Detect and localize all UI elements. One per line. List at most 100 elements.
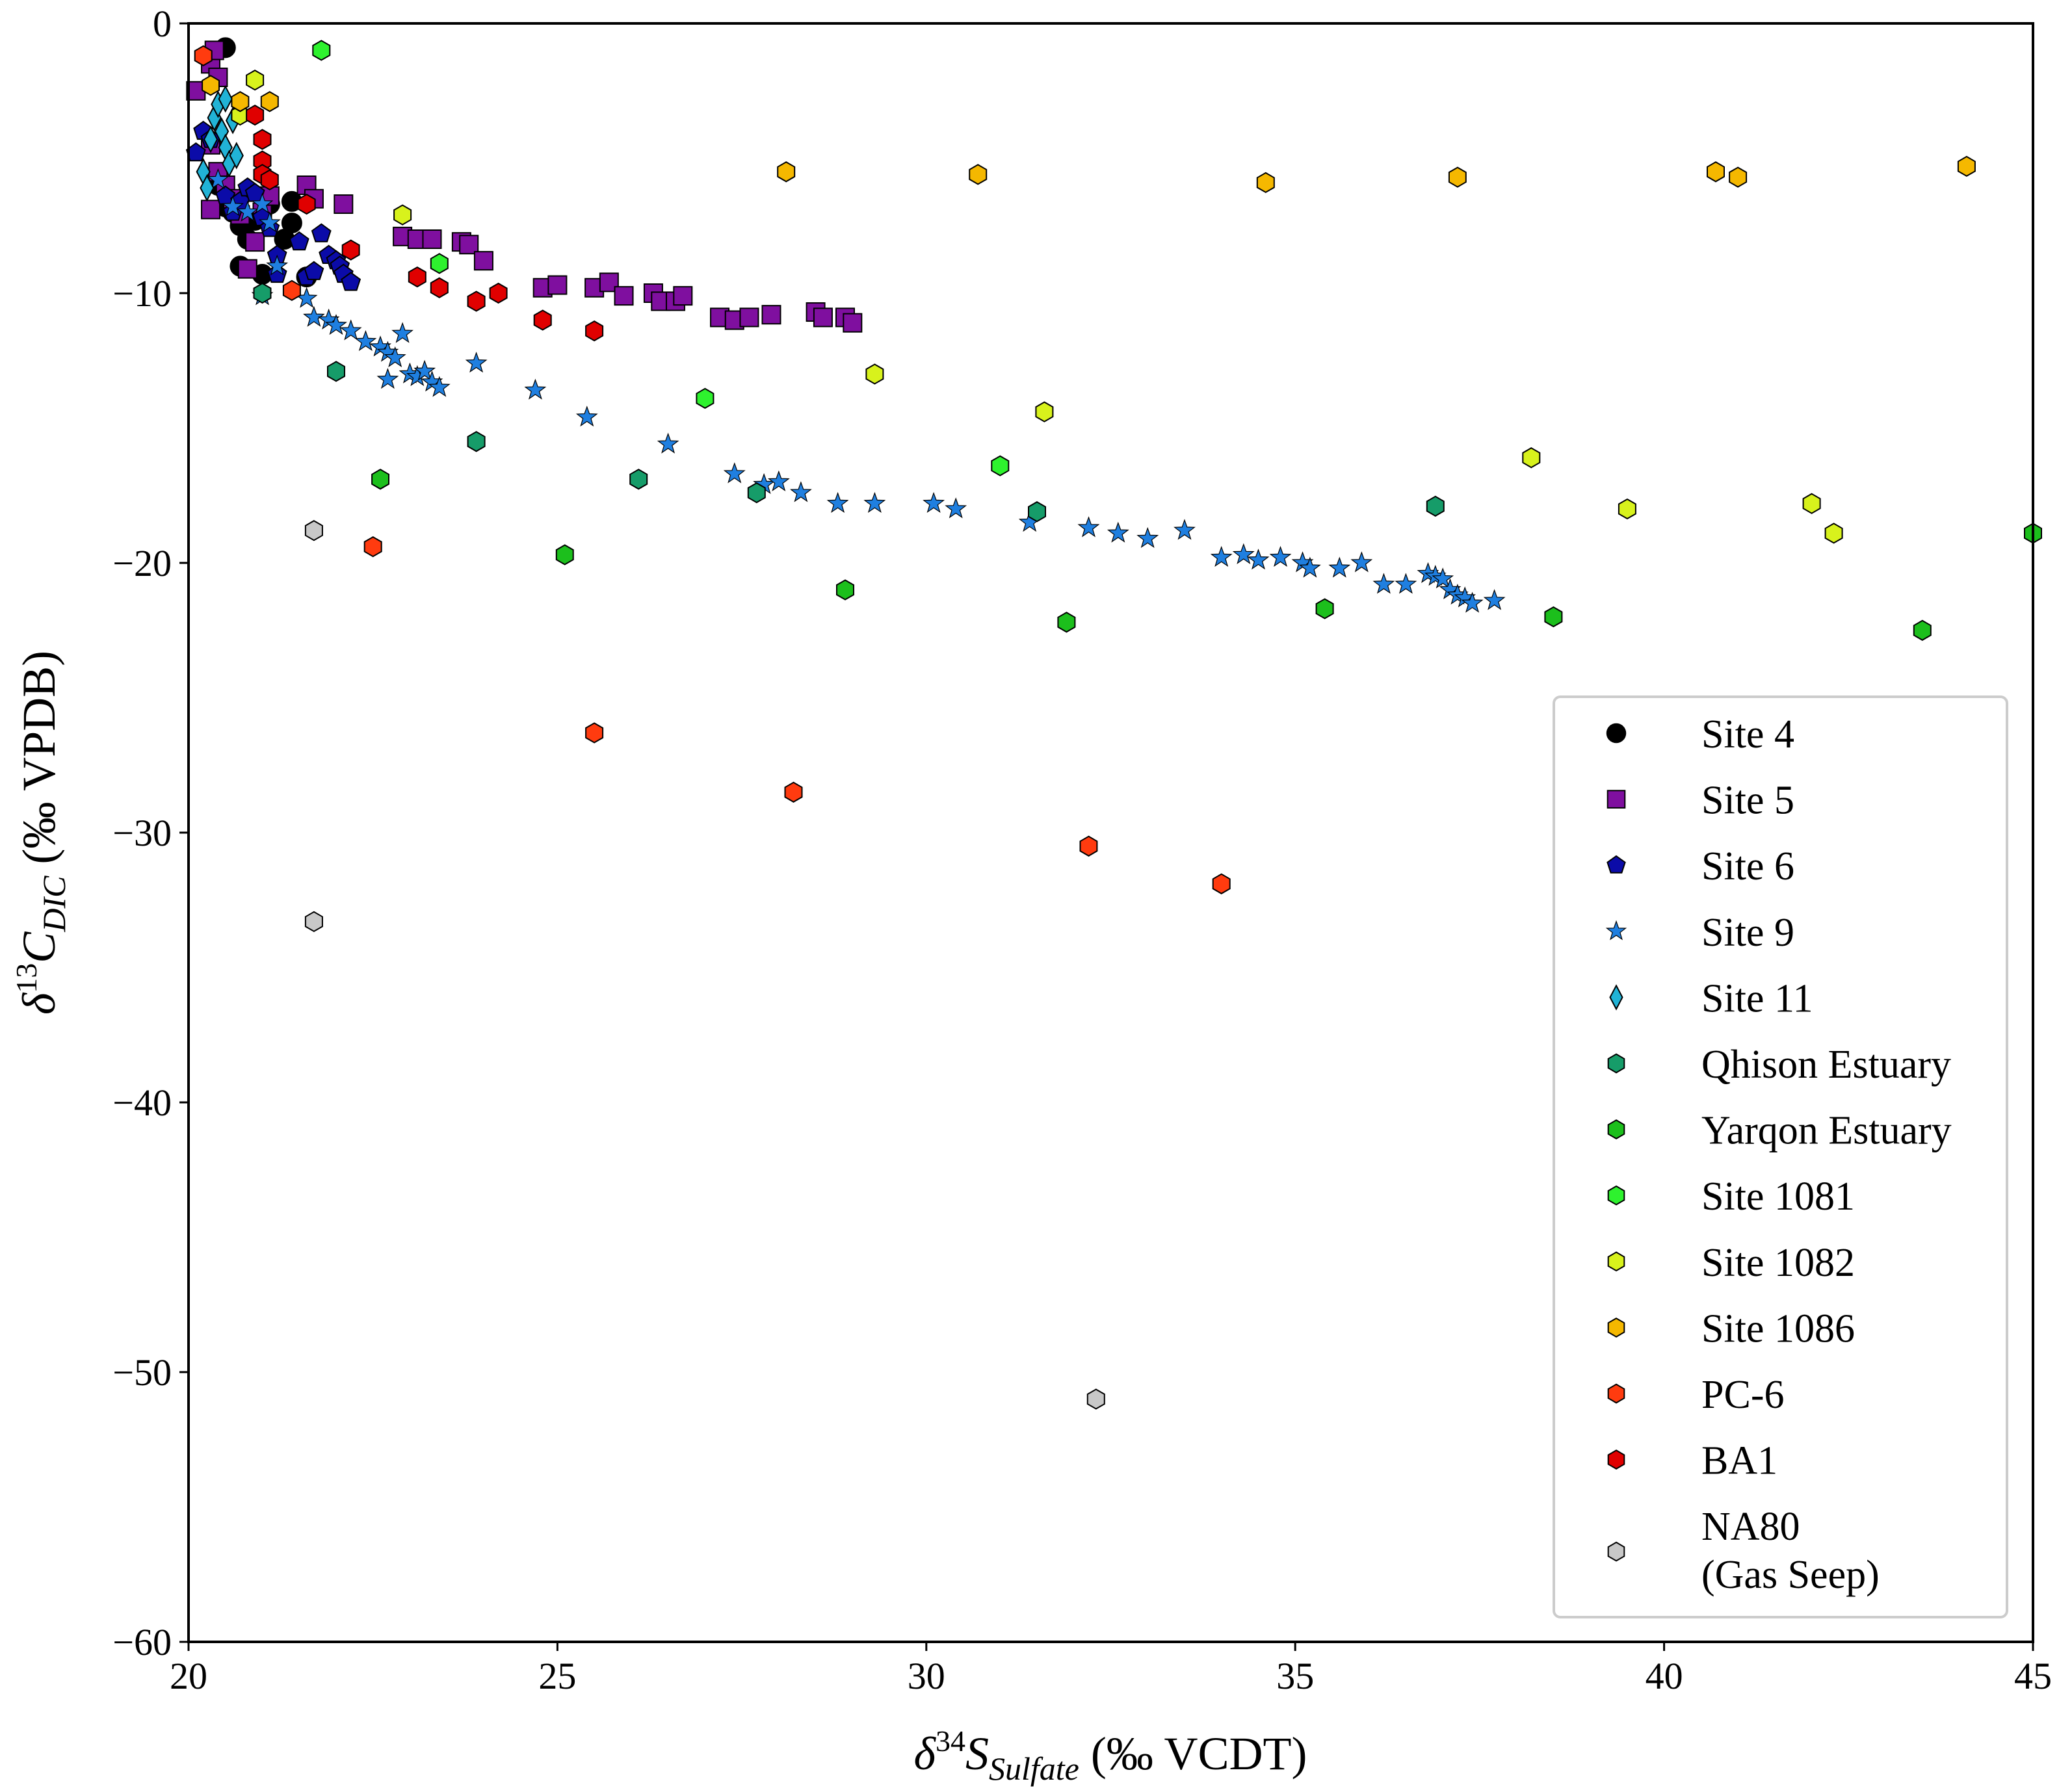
point-site-9 [1372, 573, 1395, 594]
point-site-9 [428, 376, 451, 397]
point-qhison-estuary [467, 431, 486, 452]
point-site-9 [524, 378, 547, 400]
legend-label-site-1081: Site 1081 [1701, 1175, 1855, 1219]
point-site-1082 [865, 363, 884, 385]
point-site-1086 [231, 91, 250, 112]
point-ba1 [408, 266, 426, 288]
point-site-5 [237, 259, 257, 279]
point-ba1 [430, 277, 449, 298]
point-site-9 [1269, 545, 1292, 567]
point-site-1082 [246, 70, 265, 91]
legend-marker-na80 [1607, 1541, 1625, 1562]
point-site-5 [843, 313, 863, 333]
point-ba1 [260, 169, 279, 190]
point-qhison-estuary [629, 469, 648, 490]
x-tick-label: 40 [1646, 1655, 1683, 1697]
point-pc-6 [194, 45, 213, 66]
point-site-9 [767, 470, 790, 491]
point-site-1081 [430, 253, 449, 274]
y-axis-title: δ13CDIC (‰ VPDB) [10, 651, 72, 1015]
point-site-9 [207, 168, 230, 190]
point-qhison-estuary [747, 482, 766, 504]
point-site-9 [657, 432, 679, 454]
point-site-9 [391, 322, 413, 343]
point-qhison-estuary [1028, 501, 1046, 523]
point-site-1086 [777, 161, 796, 183]
legend-label-site-5: Site 5 [1701, 779, 1794, 823]
point-yarqon-estuary [1544, 606, 1563, 628]
point-site-11 [229, 142, 244, 170]
point-na80 [1086, 1388, 1105, 1410]
point-site-1086 [1707, 161, 1725, 183]
point-site-9 [923, 491, 945, 513]
legend-label-site-11: Site 11 [1701, 976, 1813, 1020]
legend-marker-pc-6 [1607, 1383, 1625, 1404]
point-site-11 [203, 125, 218, 153]
point-site-9 [945, 497, 967, 519]
point-site-9 [1232, 543, 1255, 564]
point-ba1 [467, 291, 486, 312]
y-tick-label: −10 [112, 272, 172, 315]
point-qhison-estuary [1426, 495, 1445, 517]
x-tick-label: 30 [908, 1655, 945, 1697]
legend-label-pc-6: PC-6 [1701, 1373, 1784, 1417]
point-qhison-estuary [327, 361, 345, 382]
point-site-11 [200, 174, 215, 202]
point-site-1086 [1729, 166, 1748, 188]
point-site-1082 [393, 204, 412, 226]
point-site-5 [547, 275, 568, 295]
point-site-9 [266, 254, 289, 276]
point-site-5 [201, 200, 221, 220]
point-ba1 [253, 129, 272, 150]
point-site-9 [354, 330, 377, 352]
point-site-1086 [260, 91, 279, 112]
point-site-9 [826, 491, 849, 513]
point-site-9 [376, 368, 399, 389]
point-site-1081 [991, 455, 1010, 476]
point-yarqon-estuary [371, 469, 389, 490]
point-site-9 [324, 314, 347, 335]
point-yarqon-estuary [555, 544, 574, 565]
legend-label-ba1: BA1 [1701, 1439, 1777, 1483]
legend-items: Site 4 Site 5 Site 6 Site 9 Site 11 Qhison Es… [1605, 712, 1952, 1597]
point-site-9 [575, 406, 598, 427]
point-site-5 [673, 286, 693, 306]
point-site-1082 [1824, 523, 1843, 544]
point-ba1 [341, 239, 360, 261]
point-site-1081 [696, 387, 715, 409]
y-tick-label: −60 [112, 1621, 172, 1663]
point-site-5 [761, 305, 781, 325]
legend: Site 4 Site 5 Site 6 Site 9 Site 11 Qhison Es… [1553, 695, 2008, 1618]
legend-frame [1553, 695, 2008, 1618]
legend-marker-site-1082 [1607, 1251, 1625, 1272]
point-yarqon-estuary [1057, 612, 1076, 633]
legend-label-site-4: Site 4 [1701, 712, 1794, 757]
y-tick-label: −50 [112, 1351, 172, 1394]
point-ba1 [246, 104, 265, 126]
point-site-1082 [1035, 401, 1054, 422]
legend-marker-site-1086 [1607, 1318, 1625, 1338]
point-site-9 [384, 346, 406, 367]
point-site-4 [281, 213, 302, 234]
legend-label-yarqon-estuary: Yarqon Estuary [1701, 1109, 1952, 1153]
point-site-5 [245, 232, 265, 252]
point-site-9 [1247, 549, 1270, 570]
legend-label-na80: NA80 (Gas Seep) [1701, 1505, 1880, 1597]
x-tick-label: 20 [170, 1655, 207, 1697]
point-na80 [304, 520, 323, 541]
x-tick-label: 45 [2014, 1655, 2052, 1697]
point-site-1086 [1957, 155, 1976, 177]
point-site-9 [222, 195, 244, 216]
y-tick-label: 0 [153, 3, 172, 45]
point-site-1082 [1802, 493, 1821, 514]
point-site-1086 [202, 75, 220, 96]
legend-label-site-9: Site 9 [1701, 911, 1794, 955]
legend-marker-yarqon-estuary [1607, 1119, 1625, 1139]
point-site-5 [422, 229, 442, 249]
point-site-5 [813, 307, 833, 328]
x-tick-label: 25 [538, 1655, 576, 1697]
point-site-1081 [312, 40, 331, 61]
y-tick-label: −30 [112, 812, 172, 854]
y-tick-label: −20 [112, 542, 172, 584]
point-site-9 [236, 200, 259, 222]
